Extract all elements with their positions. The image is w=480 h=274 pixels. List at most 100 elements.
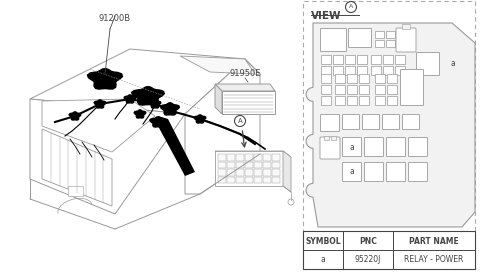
Text: 91950E: 91950E	[229, 69, 261, 78]
Bar	[357, 66, 367, 75]
Bar	[371, 66, 381, 75]
Bar	[321, 66, 331, 75]
Bar	[218, 161, 226, 168]
FancyBboxPatch shape	[403, 115, 420, 130]
Polygon shape	[215, 151, 291, 157]
Bar	[321, 96, 331, 105]
Bar	[303, 231, 475, 269]
Polygon shape	[215, 84, 222, 114]
Bar	[263, 176, 271, 183]
Bar	[227, 154, 235, 161]
Polygon shape	[124, 95, 136, 103]
Text: PART NAME: PART NAME	[409, 236, 459, 246]
Polygon shape	[150, 117, 166, 127]
Bar	[68, 186, 83, 196]
FancyBboxPatch shape	[343, 162, 361, 181]
Polygon shape	[30, 99, 185, 214]
Bar	[303, 1, 475, 269]
Bar	[218, 169, 226, 176]
Bar	[245, 154, 253, 161]
Bar	[324, 136, 329, 140]
Bar	[272, 176, 280, 183]
Bar	[236, 154, 244, 161]
Bar	[333, 55, 343, 64]
Bar	[254, 161, 262, 168]
Bar	[236, 176, 244, 183]
Text: a: a	[349, 167, 354, 176]
Bar	[375, 96, 385, 105]
Bar	[272, 154, 280, 161]
FancyBboxPatch shape	[343, 115, 360, 130]
FancyBboxPatch shape	[348, 28, 372, 47]
Circle shape	[235, 116, 245, 127]
PathPatch shape	[306, 23, 475, 227]
Bar	[395, 66, 405, 75]
Bar	[359, 85, 369, 94]
Text: 95220J: 95220J	[355, 255, 381, 264]
Bar	[375, 31, 384, 38]
Bar	[272, 169, 280, 176]
Text: RELAY - POWER: RELAY - POWER	[404, 255, 464, 264]
Bar	[386, 40, 395, 47]
Polygon shape	[42, 99, 155, 152]
Bar	[375, 40, 384, 47]
FancyBboxPatch shape	[321, 115, 339, 132]
Bar	[359, 74, 369, 83]
FancyBboxPatch shape	[362, 115, 380, 130]
Polygon shape	[30, 49, 245, 114]
Bar	[236, 161, 244, 168]
FancyBboxPatch shape	[343, 138, 361, 156]
Text: A: A	[349, 4, 353, 10]
FancyBboxPatch shape	[386, 162, 406, 181]
Polygon shape	[194, 115, 206, 123]
Polygon shape	[69, 112, 81, 120]
Bar	[387, 74, 397, 83]
Bar	[345, 55, 355, 64]
Bar	[245, 176, 253, 183]
Bar	[347, 74, 357, 83]
Bar	[245, 169, 253, 176]
Text: A: A	[238, 118, 242, 124]
Polygon shape	[149, 100, 161, 108]
Bar	[254, 154, 262, 161]
Polygon shape	[94, 100, 106, 108]
Bar	[263, 169, 271, 176]
FancyBboxPatch shape	[400, 70, 423, 105]
Bar	[218, 154, 226, 161]
Text: VIEW: VIEW	[311, 11, 341, 21]
Text: PNC: PNC	[359, 236, 377, 246]
FancyBboxPatch shape	[386, 138, 406, 156]
Bar	[272, 161, 280, 168]
Text: SYMBOL: SYMBOL	[305, 236, 341, 246]
Polygon shape	[283, 151, 291, 192]
Bar	[335, 74, 345, 83]
FancyBboxPatch shape	[408, 138, 428, 156]
Text: 91200B: 91200B	[99, 14, 131, 23]
Bar	[375, 85, 385, 94]
Bar	[359, 96, 369, 105]
Polygon shape	[215, 84, 275, 91]
Polygon shape	[215, 151, 283, 186]
Bar	[375, 74, 385, 83]
Bar	[383, 55, 393, 64]
Polygon shape	[134, 110, 146, 118]
Bar	[347, 96, 357, 105]
Polygon shape	[222, 91, 275, 114]
Bar	[357, 55, 367, 64]
Bar	[331, 136, 336, 140]
Bar	[263, 161, 271, 168]
Bar	[236, 169, 244, 176]
Bar	[387, 96, 397, 105]
Text: a: a	[321, 255, 325, 264]
Bar	[347, 85, 357, 94]
Text: a: a	[349, 142, 354, 152]
Polygon shape	[87, 68, 122, 89]
Bar	[245, 161, 253, 168]
FancyBboxPatch shape	[364, 162, 384, 181]
Polygon shape	[161, 103, 180, 115]
Bar	[335, 85, 345, 94]
Bar	[402, 24, 410, 29]
Bar	[321, 55, 331, 64]
FancyBboxPatch shape	[321, 28, 347, 52]
Polygon shape	[132, 87, 164, 105]
